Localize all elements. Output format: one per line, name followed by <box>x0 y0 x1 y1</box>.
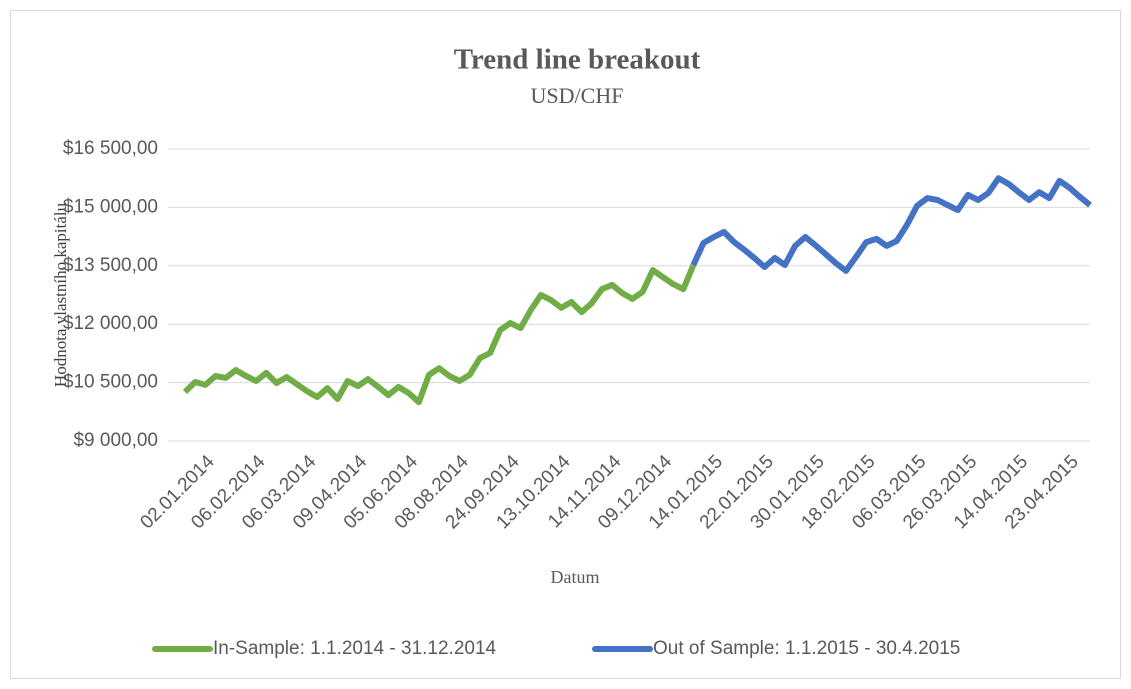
y-tick-label: $12 000,00 <box>63 313 158 334</box>
chart-border <box>10 10 1121 679</box>
legend-label: Out of Sample: 1.1.2015 - 30.4.2015 <box>653 638 960 659</box>
y-axis-label: Hodnota vlastního kapitálu <box>51 202 70 387</box>
y-tick-label: $15 000,00 <box>63 196 158 217</box>
series-line <box>182 263 697 406</box>
y-tick-label: $9 000,00 <box>73 430 158 451</box>
series-line <box>690 175 1092 274</box>
y-tick-label: $13 500,00 <box>63 255 158 276</box>
chart-subtitle: USD/CHF <box>531 83 624 108</box>
legend-label: In-Sample: 1.1.2014 - 31.12.2014 <box>213 638 497 659</box>
x-axis-label: Datum <box>551 567 600 587</box>
chart-title: Trend line breakout <box>454 44 701 76</box>
y-tick-label: $16 500,00 <box>63 138 158 159</box>
y-tick-label: $10 500,00 <box>63 372 158 393</box>
